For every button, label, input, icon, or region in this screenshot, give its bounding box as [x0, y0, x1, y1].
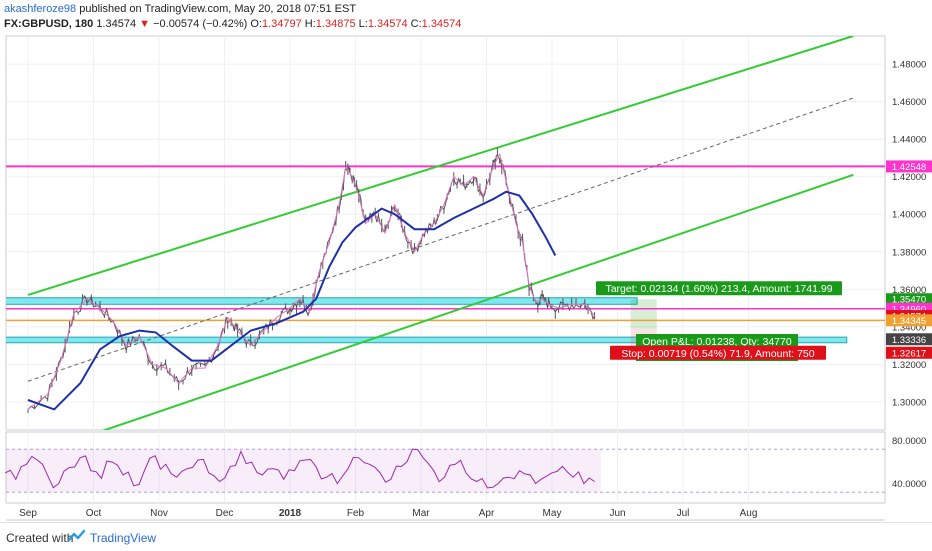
last-price: 1.34574	[96, 18, 137, 30]
lower-zone	[6, 336, 848, 344]
x-tick-label: May	[543, 508, 562, 519]
price-label-bg	[886, 346, 932, 359]
x-tick-label: Oct	[86, 508, 102, 519]
rsi-pane	[5, 431, 886, 504]
x-tick-label: Mar	[412, 508, 430, 519]
moving-average-line	[27, 190, 557, 411]
publish-info: published on TradingView.com, May 20, 20…	[79, 3, 357, 15]
close-value: 1.34574	[421, 18, 462, 30]
ohlc-line: FX:GBPUSD, 180 1.34574 ▼ −0.00574 (−0.42…	[4, 18, 461, 30]
y-tick-label: 1.48000	[892, 60, 926, 71]
price-label: 1.35470	[892, 295, 926, 306]
footer-bar: Created with TradingView	[0, 522, 932, 551]
y-tick-label: 1.42000	[892, 172, 926, 183]
price-change: −0.00574 (−0.42%)	[153, 18, 248, 30]
price-label: 1.32617	[892, 348, 926, 359]
y-tick-label: 1.44000	[892, 135, 926, 146]
rsi-line	[4, 448, 595, 489]
rsi-tick-label: 40.0000	[892, 479, 926, 490]
x-tick-label: Jul	[677, 508, 690, 519]
x-tick-label: Dec	[216, 508, 234, 519]
fast-ma-line	[27, 152, 595, 410]
x-tick-label: Feb	[347, 508, 365, 519]
x-tick-label: Nov	[150, 508, 168, 519]
price-label: 1.42548	[892, 162, 926, 173]
tradingview-brand-link[interactable]: TradingView	[90, 531, 157, 545]
price-label-bg	[886, 314, 932, 327]
target-label: Target: 0.02134 (1.60%) 213.4, Amount: 1…	[605, 283, 832, 295]
price-label-bg	[886, 293, 932, 306]
publish-line: akashferoze98 published on TradingView.c…	[4, 3, 356, 15]
y-tick-label: 1.38000	[892, 247, 926, 258]
price-chart[interactable]: Sep Oct Nov Dec 2018 Feb Mar Apr May Jun Jul Aug 1.3…	[0, 0, 932, 522]
x-tick-label: Jun	[609, 508, 625, 519]
tradingview-logo-icon	[68, 529, 86, 542]
y-tick-label: 1.34000	[892, 322, 926, 333]
channel-upper-line	[27, 36, 854, 296]
pnl-label: Open P&L: 0.01238, Qty: 34770	[642, 336, 792, 348]
y-tick-label: 1.36000	[892, 285, 926, 296]
price-label-bg	[886, 333, 932, 346]
y-tick-label: 1.40000	[892, 210, 926, 221]
y-tick-label: 1.46000	[892, 97, 926, 108]
price-label: 1.34345	[892, 316, 926, 327]
created-with-label: Created with	[6, 531, 74, 545]
x-tick-label: Apr	[479, 508, 495, 519]
target-label-bg	[596, 281, 842, 296]
open-value: 1.34797	[261, 18, 302, 30]
rsi-tick-label: 80.0000	[892, 436, 926, 447]
price-label: 1.33336	[892, 335, 926, 346]
x-tick-label: 2018	[279, 508, 302, 519]
author-link[interactable]: akashferoze98	[4, 3, 77, 15]
down-arrow-icon: ▼	[139, 18, 151, 30]
upper-zone	[6, 297, 638, 305]
x-tick-label: Sep	[19, 508, 37, 519]
price-label: 1.34960	[892, 304, 926, 315]
low-value: 1.34574	[367, 18, 408, 30]
high-value: 1.34875	[315, 18, 356, 30]
rsi-band	[6, 449, 601, 493]
low-label: L:	[358, 18, 368, 30]
y-tick-label: 1.32000	[892, 360, 926, 371]
channel-mid-line	[27, 97, 854, 382]
x-tick-label: Aug	[740, 508, 758, 519]
stop-label-bg	[610, 345, 826, 360]
stop-label: Stop: 0.00719 (0.54%) 71.9, Amount: 750	[621, 348, 814, 360]
channel-lower-line	[101, 173, 854, 430]
symbol-label[interactable]: FX:GBPUSD, 180	[4, 18, 94, 30]
open-label: O:	[250, 18, 262, 30]
y-tick-label: 1.30000	[892, 397, 926, 408]
main-pane	[5, 35, 886, 431]
price-label-bg	[886, 160, 932, 173]
high-label: H:	[304, 18, 316, 30]
target-area	[630, 299, 657, 329]
price-line	[27, 154, 596, 410]
close-label: C:	[410, 18, 422, 30]
chart-header: akashferoze98 published on TradingView.c…	[4, 2, 924, 32]
